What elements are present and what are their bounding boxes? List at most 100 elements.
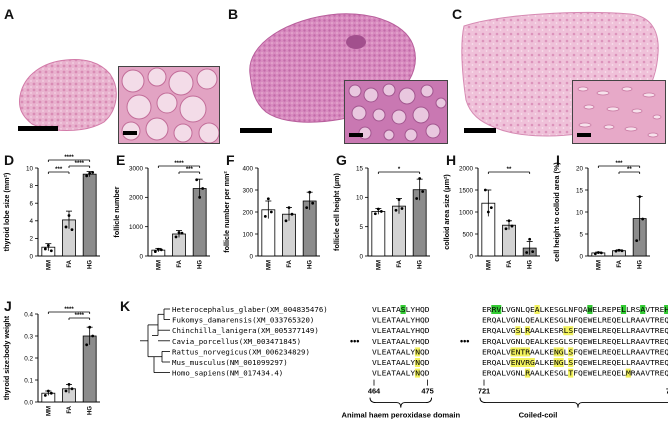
sequence-segment-1: VLEATAALYHQD	[372, 326, 430, 335]
ellipsis-left: •••	[350, 336, 359, 346]
data-point	[266, 197, 270, 201]
bar	[82, 173, 97, 257]
y-tick-label: 1000	[129, 224, 144, 231]
residue-highlight	[529, 358, 535, 367]
data-point	[49, 249, 53, 253]
sequence-segment-2: ERQALVENTRAALKENGLSFQEWELREQELLRAAVTREQR	[482, 347, 668, 356]
data-point	[46, 244, 50, 247]
y-axis-label: thyroid size:body weight	[2, 315, 11, 400]
x-tick-label: FA	[617, 259, 623, 267]
y-tick-label: 0.1	[24, 377, 33, 384]
data-point	[635, 239, 639, 242]
residue-highlight	[568, 326, 574, 336]
data-point	[593, 252, 597, 256]
x-tick-label: FA	[177, 259, 183, 267]
x-tick-label: HG	[638, 260, 644, 269]
sig-label: ****	[75, 313, 85, 319]
data-point	[504, 227, 508, 231]
sequence-segment-1: VLEATAALYHQD	[372, 316, 430, 325]
residue-highlight	[510, 358, 516, 367]
data-point	[507, 219, 511, 223]
sig-label: **	[627, 167, 632, 173]
residue-highlight	[553, 347, 559, 357]
x-tick-label: FA	[67, 405, 73, 413]
residue-highlight	[558, 347, 564, 357]
data-point	[70, 228, 74, 231]
species-label: Heterocephalus_glaber(XM_004835476)	[172, 305, 328, 314]
species-label: Homo_sapiens(NM_017434.4)	[172, 369, 283, 378]
data-point	[64, 225, 68, 229]
data-point	[483, 188, 487, 192]
ellipsis-right: •••	[460, 336, 469, 346]
y-tick-label: 0	[469, 253, 473, 260]
data-point	[376, 207, 380, 211]
data-point	[287, 206, 291, 209]
y-tick-label: 0	[359, 253, 363, 260]
data-point	[67, 214, 71, 217]
y-axis-label: cell height to colloid area (%)	[552, 162, 561, 262]
residue-highlight	[587, 305, 593, 314]
panel-label-f: F	[226, 152, 235, 168]
species-label: Chinchilla_lanigera(XM_005377149)	[172, 326, 319, 335]
y-axis-label: follicle cell height (μm)	[332, 172, 341, 250]
data-point	[177, 231, 181, 234]
domain-brace-2	[479, 397, 668, 408]
micrograph-c-inset-follicles	[573, 81, 665, 143]
species-label: Mus_musculus(NM_001099297)	[172, 358, 288, 367]
residue-highlight	[568, 368, 574, 378]
sequence-segment-2: ERQALVENVRGALKENGLSFQEWELREQELLRAAVTREQR	[482, 358, 668, 367]
residue-highlight	[496, 305, 502, 314]
panel-label-g: G	[336, 152, 347, 168]
data-point	[614, 249, 618, 253]
y-tick-label: 10	[26, 165, 34, 172]
data-point	[46, 389, 50, 393]
data-point	[180, 231, 184, 235]
data-point	[599, 251, 603, 255]
sequence-segment-2: ERQALVGNLQEALKESGLSFQEWELREQELLRAAVTREQR	[482, 337, 668, 346]
data-point	[153, 250, 157, 253]
y-tick-label: 0.0	[24, 399, 33, 406]
residue-highlight	[568, 347, 574, 357]
y-tick-label: 400	[242, 165, 253, 172]
y-tick-label: 0.2	[24, 355, 33, 362]
data-point	[394, 208, 398, 212]
position-start-2: 721	[478, 387, 490, 396]
data-point	[397, 198, 401, 202]
x-tick-label: MM	[376, 260, 382, 270]
panel-label-h: H	[446, 152, 457, 168]
chart-g: follicle cell height (μm) 0 5 10 15 MM FA HG *	[330, 150, 442, 296]
sequence-segment-1: VLEATAALYHQD	[372, 337, 430, 346]
data-point	[91, 334, 95, 338]
data-point	[269, 210, 273, 214]
data-point	[400, 207, 404, 210]
residue-highlight	[520, 347, 526, 357]
position-start-1: 464	[368, 387, 381, 396]
bar	[371, 211, 386, 257]
residue-highlight	[515, 326, 521, 336]
data-point	[525, 251, 529, 254]
sig-label: ***	[186, 167, 194, 173]
data-point	[638, 195, 642, 198]
domain-label-2: Coiled-coil	[519, 411, 558, 420]
data-point	[290, 212, 294, 216]
chart-j: thyroid size:body weight 0.0 0.1 0.2 0.3 0.4 M…	[0, 296, 112, 442]
chart-i: cell height to colloid area (%) 0 5 10 15 20 M…	[550, 150, 662, 296]
data-point	[156, 247, 160, 251]
sequence-segment-2: ERQALVGNLRAALKESGLTFQEWELREQELMRAAVTREQR	[482, 369, 668, 378]
y-tick-label: 1500	[459, 187, 474, 194]
panel-label-b: B	[228, 6, 239, 22]
residue-highlight	[563, 326, 569, 336]
sequence-segment-2: ERQALVGNLQEALKESGLNFQEWELREQELLRAAVTREQR	[482, 316, 668, 325]
scale-bar-a	[18, 126, 58, 131]
residue-highlight	[414, 368, 421, 378]
y-axis-label: thyroid lobe size (mm²)	[2, 172, 11, 251]
residue-highlight	[640, 305, 646, 314]
x-tick-label: FA	[67, 259, 73, 267]
micrograph-a-inset-follicles	[119, 67, 219, 143]
residue-highlight	[553, 358, 559, 367]
bar	[502, 224, 516, 257]
data-point	[489, 206, 493, 209]
data-point	[88, 325, 92, 329]
residue-highlight	[524, 326, 531, 336]
data-point	[85, 174, 89, 178]
